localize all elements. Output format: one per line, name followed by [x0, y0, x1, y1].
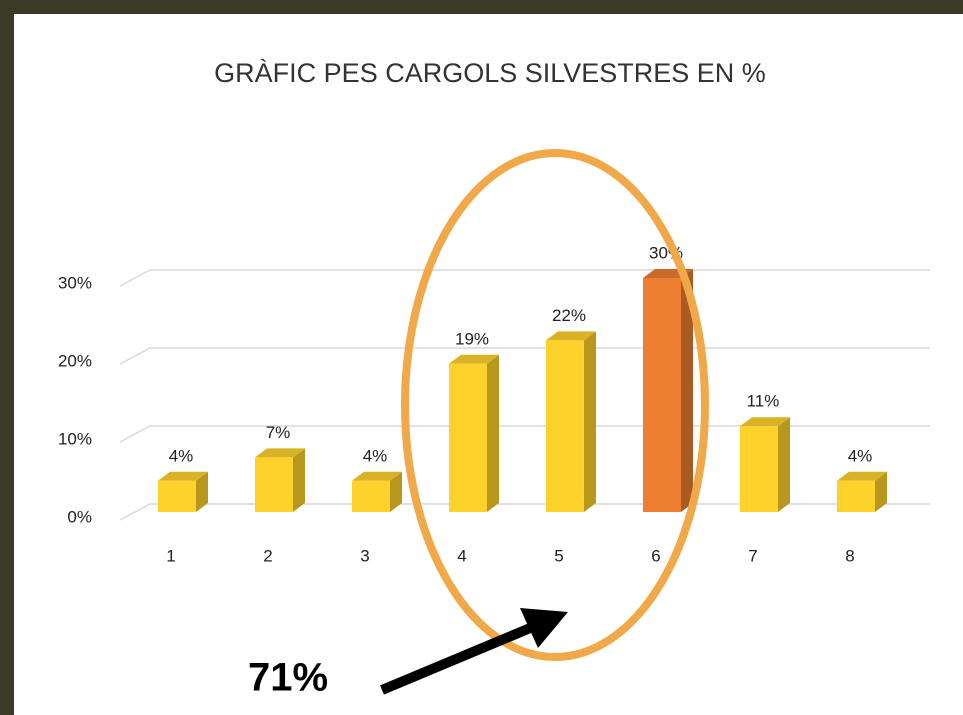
x-tick-label: 3 [360, 546, 369, 565]
bar-side [584, 331, 596, 512]
arrow-head [520, 608, 568, 648]
x-tick-label: 7 [748, 546, 757, 565]
data-label: 11% [747, 392, 780, 411]
bar-side [681, 269, 693, 512]
y-tick-label: 10% [58, 429, 92, 448]
bar-side [293, 448, 305, 512]
bar [740, 417, 790, 512]
bar-front [352, 480, 390, 512]
bar [449, 354, 499, 512]
data-label: 19% [455, 329, 489, 348]
x-tick-label: 1 [166, 546, 175, 565]
bar-top [255, 448, 305, 458]
bar-front [255, 457, 293, 512]
bar [546, 331, 596, 512]
x-tick-label: 5 [554, 546, 563, 565]
data-label: 4% [848, 446, 873, 465]
x-tick-label: 4 [457, 546, 466, 565]
bar-front [546, 340, 584, 512]
data-label: 7% [266, 423, 291, 442]
bar-front [158, 480, 196, 512]
bar-top [837, 471, 887, 481]
y-tick-label: 20% [58, 351, 92, 370]
bar [643, 269, 693, 512]
x-tick-label: 2 [263, 546, 272, 565]
y-tick-label: 0% [67, 507, 92, 526]
bar-top [740, 417, 790, 427]
y-tick-label: 30% [58, 273, 92, 292]
data-label: 4% [363, 446, 388, 465]
bar-front [643, 278, 681, 512]
bar [255, 448, 305, 512]
x-tick-label: 6 [651, 546, 660, 565]
bar-front [449, 363, 487, 512]
chart-title: GRÀFIC PES CARGOLS SILVESTRES EN % [214, 58, 766, 88]
annotation: 71% [248, 656, 328, 700]
highlight-ellipse [401, 149, 709, 661]
bar-side [487, 354, 499, 512]
bar-front [740, 426, 778, 512]
bar [158, 471, 208, 512]
x-tick-label: 8 [845, 546, 854, 565]
bar-top [352, 471, 402, 481]
bar-side [390, 471, 402, 512]
bar-side [196, 471, 208, 512]
bar [837, 471, 887, 512]
bar-side [778, 417, 790, 512]
bar [352, 471, 402, 512]
bar-top [546, 331, 596, 341]
data-label: 22% [552, 306, 586, 325]
bar-top [158, 471, 208, 481]
bar-top [449, 354, 499, 364]
plot: 0%10%20%30%14%27%34%419%522%630%711%84% [58, 243, 930, 565]
data-label: 4% [169, 446, 194, 465]
bar-side [875, 471, 887, 512]
arrow-shaft [380, 621, 537, 695]
bar-front [837, 480, 875, 512]
